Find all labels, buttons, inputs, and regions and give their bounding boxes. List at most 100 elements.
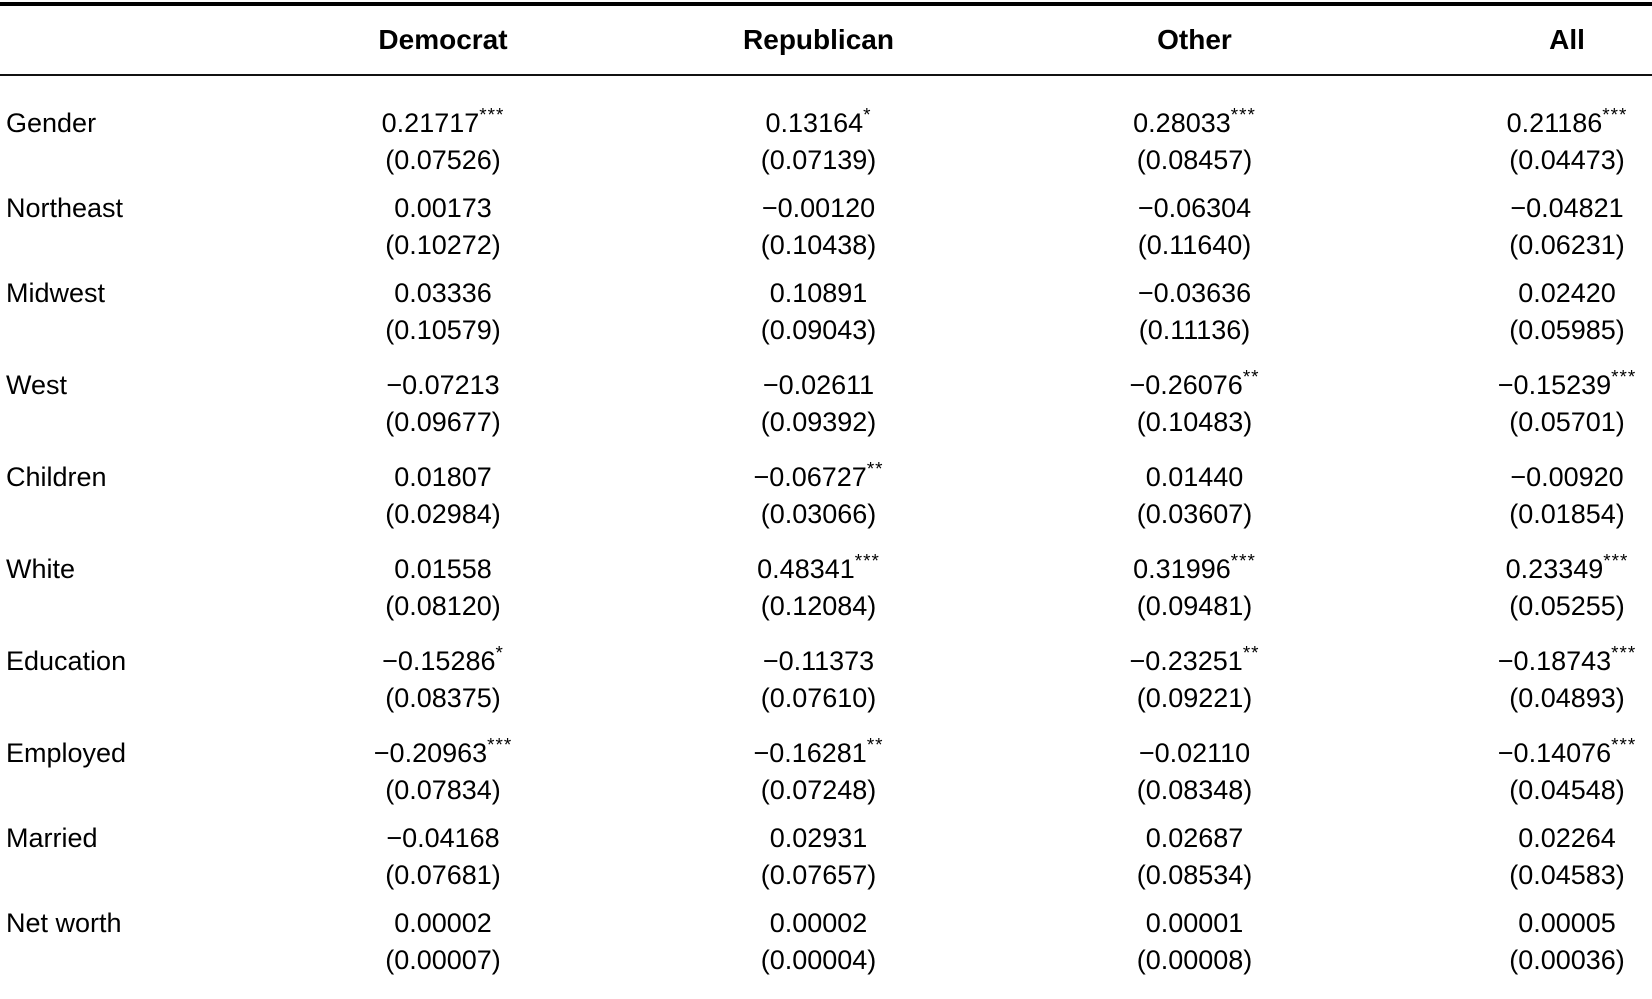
row-label: West	[6, 370, 68, 400]
significance-stars: **	[1242, 367, 1260, 388]
standard-error-value: (0.00008)	[1136, 945, 1253, 975]
coefficient-value: −0.26076**	[1129, 367, 1260, 400]
standard-error-value: (0.04548)	[1509, 775, 1625, 805]
standard-error-value: (0.05985)	[1509, 315, 1625, 345]
coefficient-value: −0.04168	[386, 823, 500, 853]
coefficient-value: 0.02264	[1518, 823, 1616, 853]
standard-error-value: (0.05255)	[1509, 591, 1625, 621]
standard-error-value: (0.05701)	[1509, 407, 1625, 437]
coefficient-row: Midwest 0.03336 0.10891 −0.03636 0.02420	[0, 275, 1652, 312]
column-header-all: All	[1549, 24, 1585, 55]
significance-stars: ***	[854, 551, 880, 572]
row-label-spacer	[0, 227, 256, 275]
row-label-spacer	[0, 680, 256, 728]
standard-error-value: (0.09221)	[1136, 683, 1253, 713]
standard-error-value: (0.07139)	[760, 145, 877, 175]
significance-stars: ***	[479, 105, 505, 126]
standard-error-value: (0.09392)	[760, 407, 877, 437]
row-label: Net worth	[6, 908, 122, 938]
standard-error-value: (0.01854)	[1509, 499, 1625, 529]
coefficient-value: 0.00005	[1518, 908, 1616, 938]
coefficient-value: 0.00002	[394, 908, 492, 938]
coefficient-value: 0.23349***	[1505, 551, 1629, 584]
standard-error-value: (0.11640)	[1137, 230, 1252, 260]
coefficient-row: White 0.01558 0.48341*** 0.31996*** 0.23349*…	[0, 544, 1652, 588]
standard-error-value: (0.10272)	[385, 230, 501, 260]
standard-error-row: (0.00007) (0.00004) (0.00008) (0.00036)	[0, 942, 1652, 999]
standard-error-value: (0.08457)	[1136, 145, 1253, 175]
coefficient-value: 0.10891	[769, 278, 868, 308]
table-header: Democrat Republican Other All	[0, 4, 1652, 75]
standard-error-value: (0.12084)	[760, 591, 877, 621]
standard-error-value: (0.00007)	[385, 945, 501, 975]
coefficient-value: −0.23251**	[1129, 643, 1260, 676]
standard-error-value: (0.07526)	[385, 145, 501, 175]
coefficient-row: Gender 0.21717*** 0.13164* 0.28033*** 0.2118…	[0, 75, 1652, 142]
row-label: Employed	[6, 738, 127, 768]
coefficient-value: 0.01558	[394, 554, 492, 584]
standard-error-value: (0.07834)	[385, 775, 501, 805]
standard-error-value: (0.00036)	[1509, 945, 1625, 975]
standard-error-row: (0.10272) (0.10438) (0.11640) (0.06231)	[0, 227, 1652, 275]
coefficient-value: −0.18743***	[1497, 643, 1637, 676]
standard-error-value: (0.04583)	[1509, 860, 1625, 890]
coefficient-row: Married −0.04168 0.02931 0.02687 0.02264	[0, 820, 1652, 857]
significance-stars: **	[866, 735, 884, 756]
row-label-spacer	[0, 404, 256, 452]
coefficient-value: −0.02110	[1138, 738, 1251, 768]
coefficient-value: 0.31996***	[1133, 551, 1256, 584]
coefficient-value: −0.00120	[761, 193, 876, 223]
coefficient-value: 0.00173	[394, 193, 492, 223]
corner-cell	[0, 4, 256, 75]
coefficient-row: Education −0.15286* −0.11373 −0.23251** −0.1…	[0, 636, 1652, 680]
standard-error-value: (0.04893)	[1509, 683, 1625, 713]
significance-stars: ***	[1611, 643, 1637, 664]
column-header-other: Other	[1157, 24, 1232, 55]
significance-stars: ***	[1230, 105, 1256, 126]
coefficient-row: Net worth 0.00002 0.00002 0.00001 0.00005	[0, 905, 1652, 942]
row-label: Northeast	[6, 193, 124, 223]
standard-error-row: (0.07526) (0.07139) (0.08457) (0.04473)	[0, 142, 1652, 190]
standard-error-value: (0.09481)	[1136, 591, 1253, 621]
row-label: Children	[6, 462, 107, 492]
coefficient-value: 0.01440	[1145, 462, 1244, 492]
coefficient-value: 0.02931	[769, 823, 868, 853]
standard-error-value: (0.10579)	[385, 315, 501, 345]
coefficient-value: 0.21186***	[1506, 105, 1628, 138]
coefficient-value: −0.00920	[1510, 462, 1624, 492]
row-label: Married	[6, 823, 98, 853]
standard-error-value: (0.10438)	[760, 230, 877, 260]
standard-error-value: (0.04473)	[1509, 145, 1625, 175]
coefficient-row: Children 0.01807 −0.06727** 0.01440 −0.00920	[0, 452, 1652, 496]
standard-error-value: (0.09677)	[385, 407, 501, 437]
row-label-spacer	[0, 772, 256, 820]
row-label-spacer	[0, 496, 256, 544]
significance-stars: ***	[1611, 367, 1637, 388]
significance-stars: *	[863, 105, 872, 126]
coefficient-value: −0.07213	[386, 370, 500, 400]
standard-error-value: (0.07610)	[760, 683, 877, 713]
standard-error-value: (0.07681)	[385, 860, 501, 890]
significance-stars: *	[495, 643, 504, 664]
row-label-spacer	[0, 588, 256, 636]
row-label: Gender	[6, 108, 97, 138]
coefficient-value: −0.15239***	[1497, 367, 1637, 400]
standard-error-value: (0.08375)	[385, 683, 501, 713]
significance-stars: ***	[1611, 735, 1637, 756]
row-label-spacer	[0, 142, 256, 190]
coefficient-row: West −0.07213 −0.02611 −0.26076** −0.15239**…	[0, 360, 1652, 404]
coefficient-value: −0.06727**	[753, 459, 884, 492]
standard-error-row: (0.07834) (0.07248) (0.08348) (0.04548)	[0, 772, 1652, 820]
coefficient-value: −0.11373	[762, 646, 875, 676]
standard-error-row: (0.08375) (0.07610) (0.09221) (0.04893)	[0, 680, 1652, 728]
coefficient-value: 0.01807	[394, 462, 492, 492]
standard-error-value: (0.08120)	[385, 591, 501, 621]
coefficient-value: 0.02687	[1145, 823, 1244, 853]
significance-stars: ***	[1230, 551, 1256, 572]
significance-stars: **	[1242, 643, 1260, 664]
coefficient-value: −0.20963***	[373, 735, 513, 768]
coefficient-row: Northeast 0.00173 −0.00120 −0.06304 −0.04821	[0, 190, 1652, 227]
standard-error-row: (0.09677) (0.09392) (0.10483) (0.05701)	[0, 404, 1652, 452]
coefficient-value: −0.14076***	[1497, 735, 1637, 768]
